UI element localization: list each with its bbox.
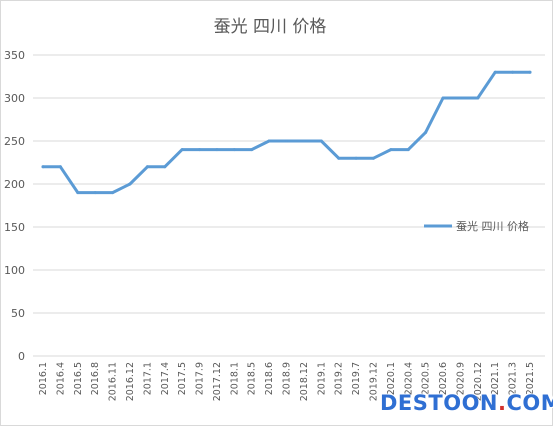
- y-tick-label: 250: [4, 135, 25, 148]
- x-tick-label: 2020.5: [421, 362, 432, 395]
- y-tick-label: 0: [18, 350, 25, 363]
- x-tick-label: 2017.9: [195, 362, 206, 395]
- data-point: [511, 70, 515, 74]
- x-tick-label: 2019.7: [351, 362, 362, 395]
- x-tick-label: 2021.3: [508, 362, 519, 395]
- x-tick-label: 2020.12: [473, 362, 484, 401]
- data-point: [267, 139, 271, 143]
- watermark: DESTOON.COM: [380, 391, 553, 415]
- data-point: [371, 156, 375, 160]
- x-tick-label: 2020.1: [386, 362, 397, 395]
- data-point: [424, 130, 428, 134]
- gridlines: [33, 54, 545, 357]
- y-tick-label: 350: [4, 49, 25, 62]
- x-tick-label: 2016.8: [90, 362, 101, 395]
- legend: 蚕光 四川 价格: [424, 219, 529, 233]
- x-tick-label: 2017.1: [142, 362, 153, 395]
- x-tick-label: 2016.1: [38, 362, 49, 395]
- x-tick-label: 2021.1: [490, 362, 501, 395]
- x-tick-label: 2018.9: [282, 362, 293, 395]
- x-tick-label: 2020.4: [403, 362, 414, 395]
- y-tick-label: 300: [4, 92, 25, 105]
- data-point: [180, 148, 184, 152]
- data-point: [354, 156, 358, 160]
- x-tick-label: 2017.12: [212, 362, 223, 401]
- y-tick-label: 200: [4, 178, 25, 191]
- data-point: [406, 148, 410, 152]
- data-point: [128, 182, 132, 186]
- x-tick-label: 2021.5: [525, 362, 536, 395]
- chart-title: 蚕光 四川 价格: [214, 17, 327, 37]
- x-tick-label: 2018.1: [229, 362, 240, 395]
- data-point: [41, 165, 45, 169]
- data-point: [319, 139, 323, 143]
- data-point: [163, 165, 167, 169]
- x-tick-label: 2016.11: [108, 362, 119, 401]
- x-tick-label: 2020.6: [438, 362, 449, 395]
- x-tick-label: 2016.5: [73, 362, 84, 395]
- data-point: [528, 70, 532, 74]
- series-layer: [41, 70, 532, 195]
- data-point: [76, 191, 80, 195]
- x-tick-label: 2017.5: [177, 362, 188, 395]
- x-tick-label: 2017.4: [160, 362, 171, 395]
- data-point: [476, 96, 480, 100]
- data-point: [232, 148, 236, 152]
- data-point: [389, 148, 393, 152]
- x-tick-label: 2016.12: [125, 362, 136, 401]
- data-point: [198, 148, 202, 152]
- y-tick-label: 100: [4, 264, 25, 277]
- watermark-tld: COM: [506, 391, 553, 415]
- data-point: [493, 70, 497, 74]
- x-axis-ticks: 2016.1 2016.4 2016.5 2016.8 2016.11 2016.12 20…: [38, 362, 536, 401]
- x-tick-label: 2019.1: [316, 362, 327, 395]
- watermark-dot: .: [498, 391, 507, 415]
- legend-label: 蚕光 四川 价格: [456, 219, 529, 233]
- data-point: [458, 96, 462, 100]
- data-point: [285, 139, 288, 143]
- data-point: [215, 148, 219, 152]
- x-tick-label: 2019.2: [334, 362, 345, 395]
- y-tick-label: 150: [4, 221, 25, 234]
- data-point: [111, 191, 115, 195]
- y-axis-ticks: 0 50 100 150 200 250 300 350: [4, 49, 25, 363]
- data-point: [250, 148, 254, 152]
- data-point: [145, 165, 149, 169]
- x-tick-label: 2016.4: [55, 362, 66, 395]
- x-tick-label: 2018.12: [299, 362, 310, 401]
- x-tick-label: 2020.9: [455, 362, 466, 395]
- y-tick-label: 50: [11, 307, 25, 320]
- data-point: [58, 165, 62, 169]
- watermark-text: DESTOON: [380, 391, 499, 415]
- x-tick-label: 2019.12: [368, 362, 379, 401]
- data-point: [302, 139, 306, 143]
- data-point: [93, 191, 97, 195]
- x-tick-label: 2018.5: [247, 362, 258, 395]
- x-tick-label: 2018.6: [264, 362, 275, 395]
- series-line: [41, 70, 532, 195]
- data-point: [337, 156, 341, 160]
- data-point: [441, 96, 445, 100]
